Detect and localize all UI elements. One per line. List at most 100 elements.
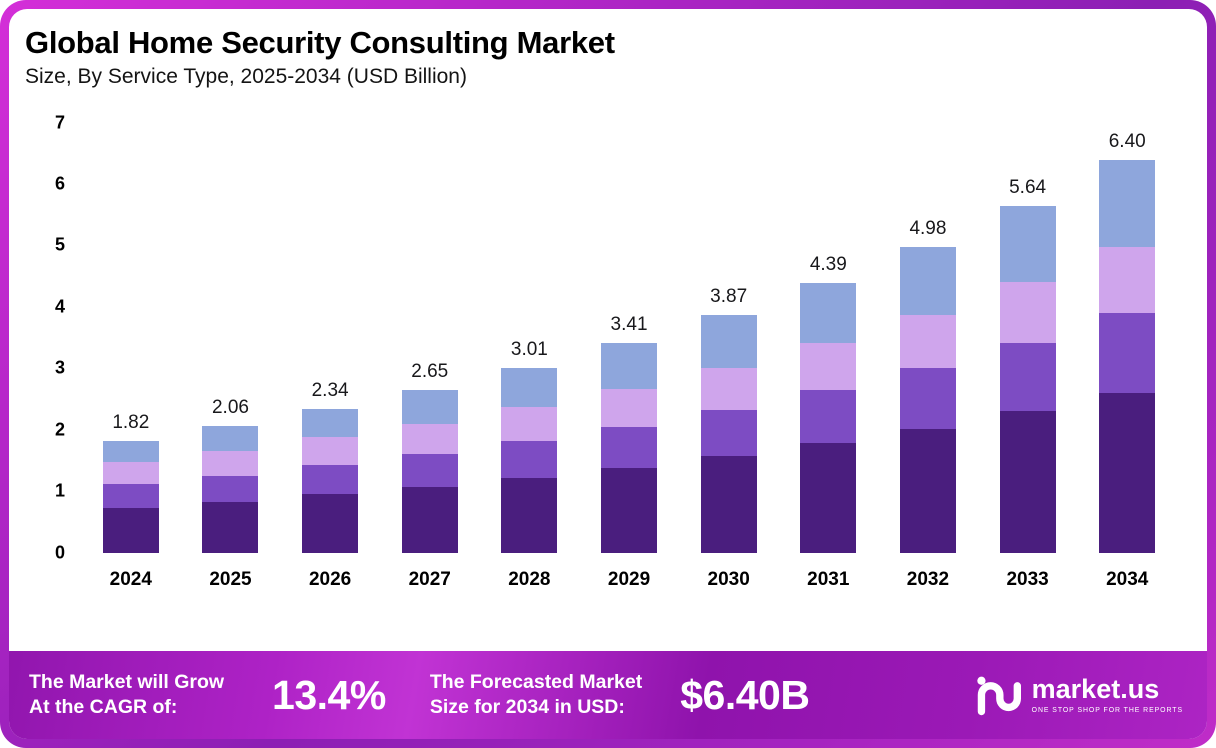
bar-column: 2.34 <box>280 380 380 553</box>
x-axis-label: 2026 <box>308 568 352 590</box>
bar-segment-segment-4 <box>999 206 1056 283</box>
y-tick-label: 4 <box>54 296 65 317</box>
brand-tagline: ONE STOP SHOP FOR THE REPORTS <box>1031 707 1183 714</box>
bar-column: 3.41 <box>579 314 679 553</box>
stacked-bar <box>1099 159 1156 553</box>
x-axis-label: 2024 <box>109 568 152 590</box>
bar-segment-segment-3 <box>202 451 259 476</box>
bar-segment-segment-1 <box>1099 392 1156 553</box>
cagr-value: 13.4% <box>272 671 386 718</box>
bar-column: 4.39 <box>778 254 878 553</box>
brand-text: market.us ONE STOP SHOP FOR THE REPORTS <box>1031 674 1183 715</box>
x-axis-label: 2028 <box>508 568 551 590</box>
cagr-label-line1: The Market will Grow <box>29 670 225 693</box>
bar-segment-segment-2 <box>1099 313 1156 393</box>
bar-total-label: 1.82 <box>112 411 150 433</box>
plot-area: 1.82 2.06 2.34 2.65 3.01 3.41 3.87 4.39 4.98 5.64… <box>81 123 1177 591</box>
bar-segment-segment-3 <box>501 407 558 441</box>
bar-total-label: 6.40 <box>1108 130 1146 152</box>
bar-segment-segment-2 <box>800 389 857 444</box>
x-axis-label: 2030 <box>707 568 750 590</box>
bar-segment-segment-1 <box>501 477 558 553</box>
bar-total-label: 3.87 <box>710 285 748 307</box>
bar-total-label: 2.06 <box>211 397 249 419</box>
x-axis-label: 2027 <box>408 568 451 590</box>
stacked-bar <box>800 283 857 553</box>
bars-row: 1.82 2.06 2.34 2.65 3.01 3.41 3.87 4.39 4.98 5.64… <box>81 123 1177 553</box>
y-tick-label: 2 <box>54 419 65 440</box>
page-subtitle: Size, By Service Type, 2025-2034 (USD Bi… <box>25 64 467 88</box>
bar-segment-segment-2 <box>302 465 359 495</box>
bar-segment-segment-3 <box>700 367 757 410</box>
bar-segment-segment-2 <box>999 342 1056 412</box>
bar-segment-segment-4 <box>601 343 658 390</box>
bar-segment-segment-4 <box>401 389 458 424</box>
page-content: Global Home Security Consulting Market S… <box>9 9 1207 739</box>
bar-segment-segment-3 <box>1099 247 1156 314</box>
stacked-bar <box>102 440 159 553</box>
footer-banner: The Market will Grow At the CAGR of: 13.… <box>9 651 1207 739</box>
stacked-bar <box>302 408 359 553</box>
bar-total-label: 5.64 <box>1009 177 1047 199</box>
bar-segment-segment-3 <box>302 437 359 466</box>
stacked-bar <box>202 426 259 553</box>
x-axis-label: 2034 <box>1106 568 1149 590</box>
bar-segment-segment-3 <box>102 462 159 485</box>
y-tick-label: 6 <box>54 173 65 194</box>
stacked-bar <box>700 314 757 553</box>
bar-total-label: 4.98 <box>909 217 947 239</box>
brand-name: market.us <box>1031 674 1160 704</box>
y-tick-label: 3 <box>54 357 65 378</box>
bar-segment-segment-1 <box>302 494 359 553</box>
bar-segment-segment-3 <box>999 282 1056 343</box>
bar-column: 1.82 <box>81 412 181 553</box>
bar-segment-segment-4 <box>1099 159 1156 248</box>
stacked-bar <box>999 206 1056 553</box>
bar-total-label: 2.34 <box>311 379 349 401</box>
bar-segment-segment-4 <box>302 408 359 438</box>
bar-column: 6.40 <box>1077 131 1177 553</box>
bar-segment-segment-2 <box>501 440 558 478</box>
bar-segment-segment-2 <box>700 409 757 457</box>
y-tick-label: 7 <box>54 112 65 133</box>
bar-segment-segment-2 <box>202 475 259 502</box>
y-tick-label: 5 <box>54 234 65 255</box>
market-us-logo-icon <box>976 676 1021 716</box>
x-axis-label: 2025 <box>209 568 252 590</box>
bar-segment-segment-3 <box>601 389 658 427</box>
cagr-label: The Market will Grow At the CAGR of: <box>29 670 224 721</box>
cagr-label-line2: At the CAGR of: <box>29 696 178 718</box>
stacked-bar <box>401 389 458 553</box>
stacked-bar <box>501 367 558 553</box>
bar-segment-segment-4 <box>102 440 159 463</box>
y-tick-label: 1 <box>54 480 65 501</box>
bar-segment-segment-1 <box>601 467 658 553</box>
x-axis-label: 2033 <box>1006 568 1049 590</box>
bar-segment-segment-1 <box>102 507 159 553</box>
page-title: Global Home Security Consulting Market <box>25 25 615 60</box>
x-axis-label: 2032 <box>906 568 950 590</box>
forecast-label: The Forecasted Market Size for 2034 in U… <box>430 670 642 721</box>
bar-column: 4.98 <box>878 218 978 553</box>
bar-segment-segment-2 <box>401 454 458 487</box>
bar-column: 3.87 <box>679 286 779 553</box>
chart-header: Global Home Security Consulting Market S… <box>9 9 1207 89</box>
bar-column: 2.06 <box>181 397 281 553</box>
bar-segment-segment-1 <box>401 486 458 553</box>
bar-total-label: 2.65 <box>411 360 449 382</box>
bar-total-label: 3.01 <box>510 338 548 360</box>
bar-segment-segment-4 <box>899 246 956 315</box>
forecast-label-line1: The Forecasted Market <box>429 670 643 693</box>
bar-segment-segment-1 <box>202 501 259 553</box>
bar-segment-segment-4 <box>800 283 857 344</box>
bar-column: 2.65 <box>380 361 480 553</box>
bar-segment-segment-1 <box>899 428 956 553</box>
y-tick-label: 0 <box>54 542 65 563</box>
x-axis: 2024 2025 2026 2027 2028 2029 2030 2031 2032 2033… <box>81 569 1177 591</box>
bar-segment-segment-2 <box>102 484 159 508</box>
bar-segment-segment-4 <box>202 426 259 452</box>
bar-segment-segment-4 <box>700 314 757 368</box>
bar-segment-segment-2 <box>899 367 956 429</box>
stacked-bar <box>601 343 658 553</box>
